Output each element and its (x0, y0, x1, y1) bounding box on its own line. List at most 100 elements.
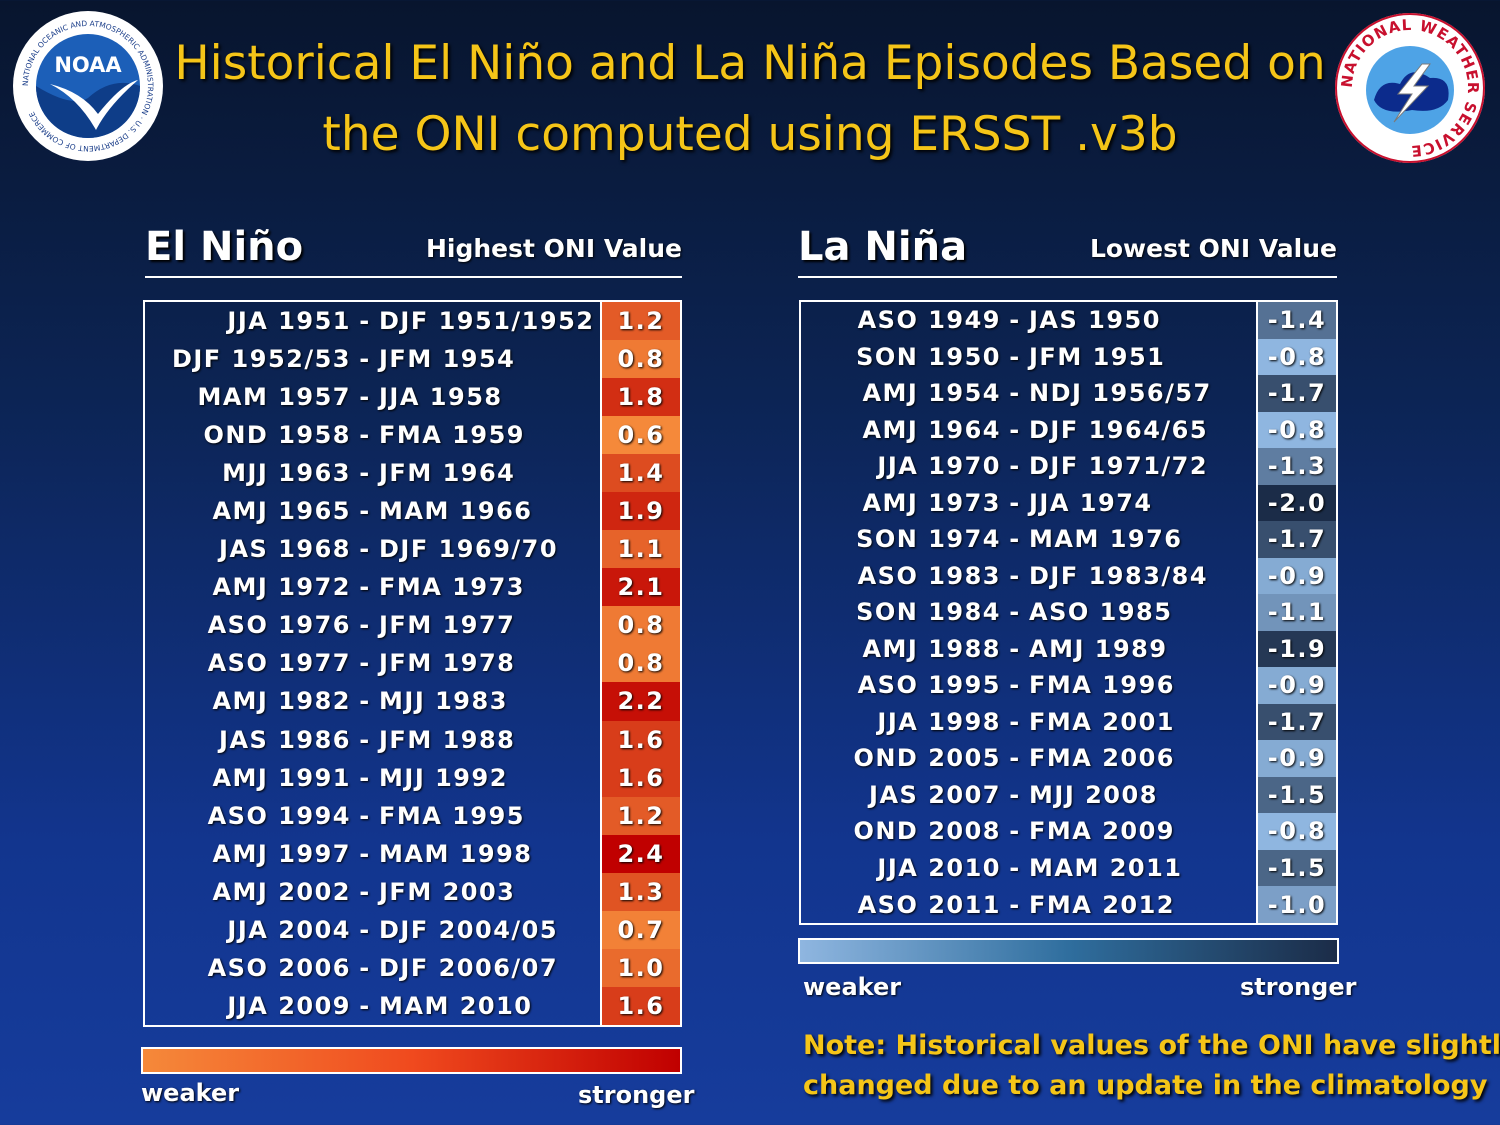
episode-start: ASO 1949 (857, 306, 1001, 335)
episode-period: ASO 2006- DJF 2006/07 (145, 949, 600, 987)
table-row: SON 1974- MAM 1976 -1.7 (801, 521, 1336, 558)
oni-value-cell: -1.7 (1256, 375, 1336, 412)
episode-period: AMJ 1997- MAM 1998 (145, 835, 600, 873)
episode-end: MAM 1976 (1029, 525, 1183, 554)
oni-value-cell: -0.9 (1256, 557, 1336, 595)
episode-start: ASO 1976 (207, 611, 351, 640)
episode-end: JFM 1964 (379, 459, 516, 488)
episode-end: FMA 2012 (1029, 890, 1176, 919)
period-separator: - (1009, 561, 1021, 590)
episode-period: MAM 1957- JJA 1958 (145, 378, 600, 416)
period-separator: - (359, 725, 371, 754)
el-nino-header: El Niño Highest ONI Value (145, 224, 682, 278)
el-nino-strength-scale (141, 1047, 682, 1074)
episode-end: MJJ 1983 (379, 687, 508, 716)
oni-value-cell: -0.9 (1256, 740, 1336, 777)
oni-value-cell: 1.6 (600, 758, 680, 797)
la-nina-heading: La Niña (798, 224, 968, 270)
table-row: ASO 2006- DJF 2006/07 1.0 (145, 948, 680, 987)
table-row: AMJ 2002- JFM 2003 1.3 (145, 872, 680, 911)
period-separator: - (359, 839, 371, 868)
table-row: AMJ 1988- AMJ 1989 -1.9 (801, 630, 1336, 668)
episode-end: JFM 1988 (379, 725, 516, 754)
table-row: JJA 2010- MAM 2011 -1.5 (801, 849, 1336, 887)
table-row: MJJ 1963- JFM 1964 1.4 (145, 454, 680, 493)
episode-period: OND 1958- FMA 1959 (145, 416, 600, 454)
table-row: JAS 1968- DJF 1969/70 1.1 (145, 530, 680, 569)
oni-value-cell: 1.2 (600, 302, 680, 341)
episode-start: JJA 1998 (877, 707, 1001, 736)
episode-period: JJA 2009- MAM 2010 (145, 987, 600, 1025)
la-nina-table: ASO 1949- JAS 1950 -1.4 SON 1950- JFM 1951 -0… (799, 300, 1338, 925)
episode-start: AMJ 1988 (862, 634, 1001, 663)
episode-period: JJA 1998- FMA 2001 (801, 704, 1256, 741)
oni-value-cell: 1.1 (600, 530, 680, 569)
oni-value-cell: -1.5 (1256, 776, 1336, 814)
episode-end: DJF 1969/70 (379, 535, 559, 564)
table-row: AMJ 1982- MJJ 1983 2.2 (145, 682, 680, 721)
table-row: JJA 1970- DJF 1971/72 -1.3 (801, 448, 1336, 485)
table-row: ASO 2011- FMA 2012 -1.0 (801, 886, 1336, 923)
oni-value-cell: 1.2 (600, 796, 680, 835)
period-separator: - (1009, 707, 1021, 736)
table-row: AMJ 1973- JJA 1974 -2.0 (801, 484, 1336, 522)
period-separator: - (359, 763, 371, 792)
noaa-logo: NOAA NATIONAL OCEANIC AND ATMOSPHERIC AD… (12, 10, 164, 162)
episode-period: AMJ 1965- MAM 1966 (145, 492, 600, 530)
note-line-1: Note: Historical values of the ONI have … (803, 1030, 1500, 1061)
episode-period: SON 1984- ASO 1985 (801, 594, 1256, 631)
oni-value-cell: -1.4 (1256, 302, 1336, 339)
episode-start: SON 1950 (856, 342, 1001, 371)
episode-end: FMA 2009 (1029, 817, 1176, 846)
episode-start: SON 1974 (856, 525, 1001, 554)
table-row: MAM 1957- JJA 1958 1.8 (145, 378, 680, 417)
table-row: JJA 1951- DJF 1951/1952 1.2 (145, 302, 680, 341)
episode-start: ASO 1995 (857, 671, 1001, 700)
episode-end: ASO 1985 (1029, 598, 1173, 627)
episode-end: JFM 2003 (379, 877, 516, 906)
period-separator: - (1009, 671, 1021, 700)
episode-end: FMA 1995 (379, 801, 526, 830)
episode-start: ASO 1983 (857, 561, 1001, 590)
episode-start: JJA 2004 (227, 915, 351, 944)
table-row: AMJ 1965- MAM 1966 1.9 (145, 492, 680, 531)
oni-value-cell: 1.6 (600, 986, 680, 1025)
nws-logo: NATIONAL WEATHER SERVICE (1334, 12, 1486, 164)
note-line-2: changed due to an update in the climatol… (803, 1070, 1488, 1101)
la-nina-scale-stronger: stronger (1240, 973, 1357, 1001)
oni-value-cell: 1.3 (600, 872, 680, 911)
period-separator: - (1009, 379, 1021, 408)
episode-end: JFM 1978 (379, 649, 516, 678)
period-separator: - (359, 459, 371, 488)
episode-end: JAS 1950 (1029, 306, 1161, 335)
oni-value-cell: 0.8 (600, 606, 680, 645)
el-nino-scale-weaker: weaker (141, 1079, 240, 1107)
table-row: ASO 1983- DJF 1983/84 -0.9 (801, 557, 1336, 595)
episode-end: DJF 2004/05 (379, 915, 559, 944)
period-separator: - (359, 877, 371, 906)
episode-period: AMJ 1954- NDJ 1956/57 (801, 375, 1256, 412)
table-row: JAS 2007- MJJ 2008 -1.5 (801, 776, 1336, 814)
episode-end: FMA 1959 (379, 421, 526, 450)
table-row: ASO 1949- JAS 1950 -1.4 (801, 302, 1336, 339)
episode-start: OND 1958 (203, 421, 351, 450)
table-row: ASO 1977- JFM 1978 0.8 (145, 644, 680, 683)
episode-end: MAM 1966 (379, 497, 533, 526)
episode-end: DJF 1951/1952 (379, 307, 595, 336)
period-separator: - (359, 991, 371, 1020)
oni-value-cell: -1.7 (1256, 521, 1336, 558)
episode-period: JJA 1951- DJF 1951/1952 (145, 302, 600, 340)
episode-start: MAM 1957 (197, 383, 351, 412)
episode-start: AMJ 1954 (862, 379, 1001, 408)
period-separator: - (1009, 525, 1021, 554)
oni-value-cell: 0.6 (600, 416, 680, 455)
episode-period: AMJ 1972- FMA 1973 (145, 568, 600, 606)
table-row: SON 1984- ASO 1985 -1.1 (801, 594, 1336, 631)
climatology-note: Note: Historical values of the ONI have … (803, 1026, 1500, 1106)
episode-start: JJA 1951 (227, 307, 351, 336)
period-separator: - (359, 953, 371, 982)
oni-value-cell: 1.9 (600, 492, 680, 531)
episode-end: JFM 1951 (1029, 342, 1166, 371)
period-separator: - (1009, 452, 1021, 481)
episode-end: JJA 1958 (379, 383, 503, 412)
